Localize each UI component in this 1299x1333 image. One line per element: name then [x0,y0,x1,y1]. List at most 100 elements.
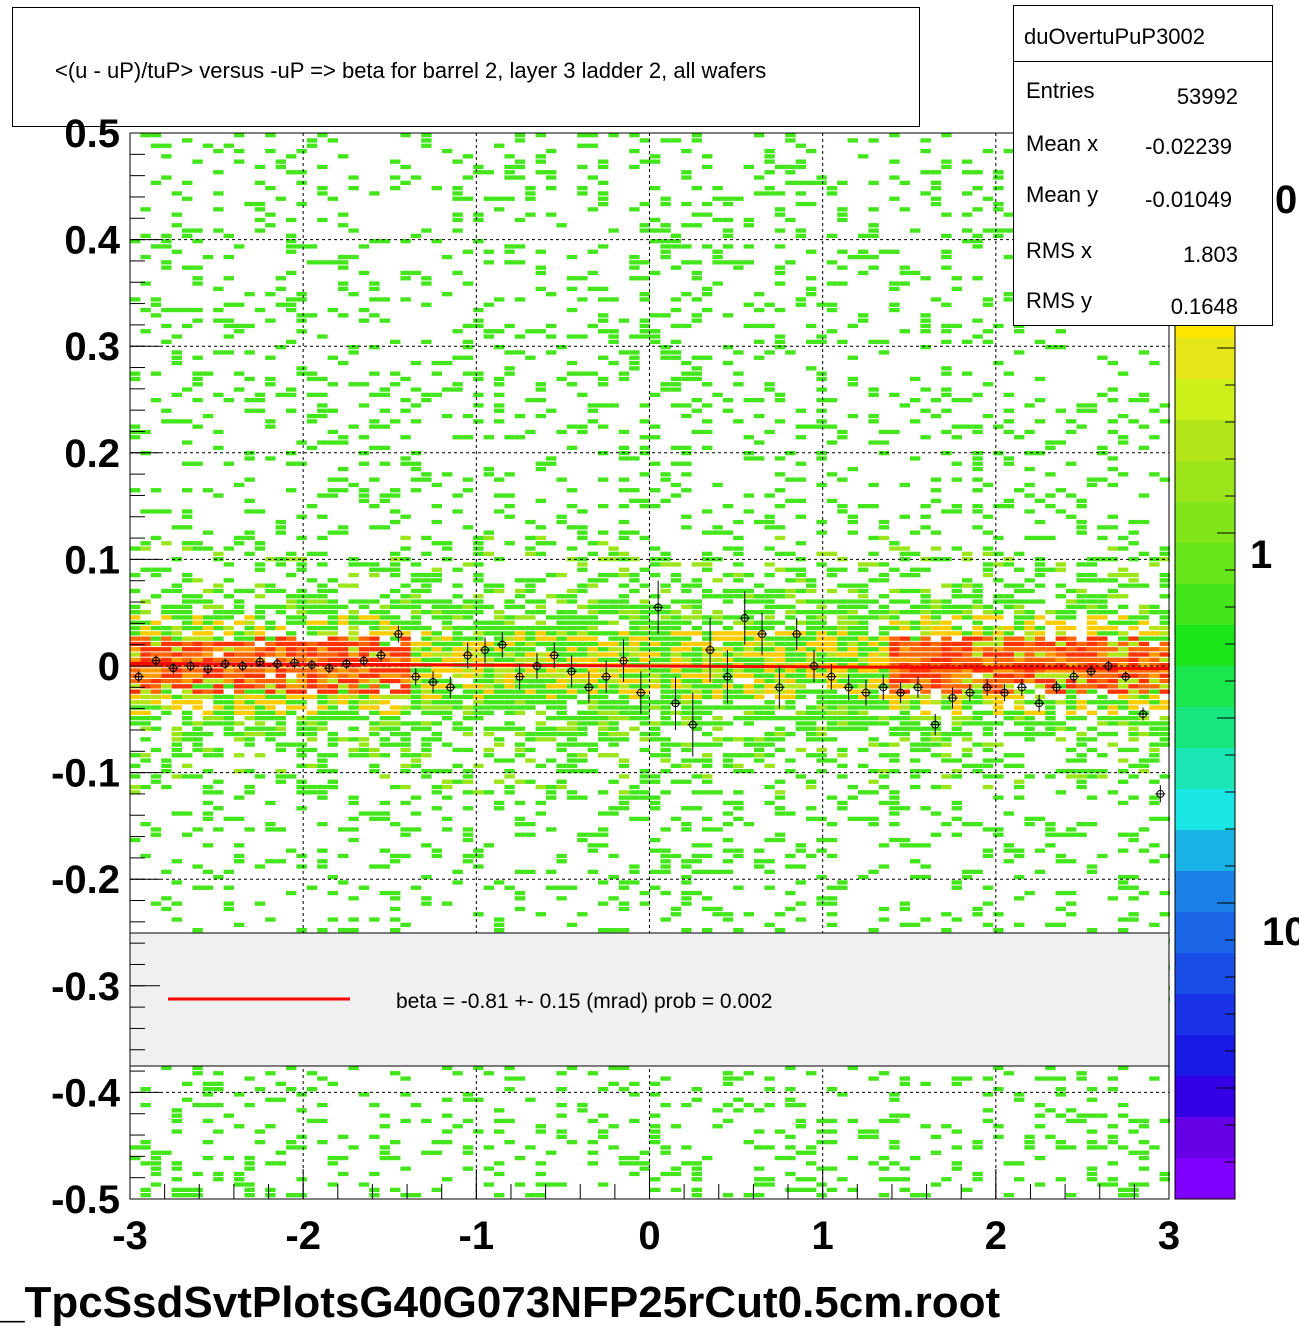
heatmap-cell [858,747,869,753]
heatmap-cell [483,652,494,657]
heatmap-cell [826,694,838,700]
heatmap-cell [275,731,286,737]
heatmap-cell [743,710,754,715]
heatmap-cell [858,678,869,684]
heatmap-cell [629,689,640,694]
heatmap-cell [452,705,463,710]
heatmap-cell [296,567,307,572]
heatmap-cell [244,408,255,413]
heatmap-cell [712,578,723,583]
heatmap-cell [722,763,734,768]
heatmap-cell [483,535,494,541]
heatmap-cell [369,811,380,816]
heatmap-cell [868,822,879,827]
heatmap-cell [889,800,900,806]
heatmap-cell [837,477,848,482]
heatmap-cell [452,631,463,636]
heatmap-cell [889,429,900,435]
heatmap-cell [587,551,598,556]
heatmap-cell [899,281,910,286]
heatmap-cell [878,784,890,790]
heatmap-cell [327,493,338,498]
heatmap-cell [504,1065,515,1071]
heatmap-cell [535,578,546,583]
heatmap-cell [754,710,765,715]
heatmap-cell [889,281,900,286]
heatmap-cell [577,641,588,647]
heatmap-cell [774,631,786,636]
heatmap-cell [806,424,817,429]
heatmap-cell [629,615,640,620]
heatmap-cell [265,318,276,323]
heatmap-cell [286,647,297,652]
heatmap-cell [910,769,921,774]
heatmap-cell [982,700,994,705]
heatmap-cell [327,588,338,594]
heatmap-cell [130,424,141,429]
heatmap-cell [202,254,214,260]
heatmap-cell [327,429,338,435]
heatmap-cell [379,318,390,323]
heatmap-cell [660,710,671,715]
heatmap-cell [140,1187,151,1192]
heatmap-cell [286,307,297,313]
heatmap-cell [930,811,942,816]
heatmap-cell [296,620,307,625]
heatmap-cell [629,726,640,731]
heatmap-cell [1003,599,1014,604]
heatmap-cell [234,816,245,821]
heatmap-cell [754,737,765,742]
heatmap-cell [629,784,640,790]
heatmap-cell [483,668,494,673]
heatmap-cell [265,652,276,657]
heatmap-cell [1045,657,1056,662]
heatmap-cell [910,742,921,747]
heatmap-cell [712,281,723,286]
heatmap-cell [566,594,578,599]
heatmap-cell [494,392,505,397]
heatmap-cell [754,355,765,360]
heatmap-cell [338,525,349,530]
heatmap-cell [806,366,817,371]
heatmap-cell [254,610,266,615]
heatmap-cell [1003,673,1014,678]
heatmap-cell [702,816,713,821]
heatmap-cell [379,890,390,896]
heatmap-cell [598,731,609,737]
heatmap-cell [785,610,796,615]
heatmap-cell [722,689,734,694]
heatmap-cell [972,1177,983,1182]
heatmap-cell [785,133,796,138]
heatmap-cell [743,769,754,774]
heatmap-cell [941,641,952,647]
heatmap-cell [223,885,234,890]
heatmap-cell [525,758,536,763]
heatmap-cell [837,774,848,779]
heatmap-cell [681,599,692,604]
heatmap-cell [514,334,526,339]
heatmap-cell [483,170,494,175]
heatmap-cell [369,700,380,705]
heatmap-cell [317,822,328,827]
heatmap-cell [868,180,879,185]
heatmap-cell [764,615,775,620]
heatmap-cell [889,694,900,700]
heatmap-cell [847,710,858,715]
heatmap-cell [618,795,630,800]
heatmap-cell [702,731,713,737]
heatmap-cell [577,631,588,636]
heatmap-cell [1014,652,1025,657]
heatmap-cell [826,1118,838,1124]
heatmap-cell [192,731,203,737]
heatmap-cell [920,700,931,705]
heatmap-cell [140,753,151,758]
heatmap-cell [785,350,796,355]
heatmap-cell [764,562,775,567]
heatmap-cell [244,1182,255,1187]
heatmap-cell [327,610,338,615]
heatmap-cell [733,753,744,758]
heatmap-cell [296,700,307,705]
heatmap-cell [889,742,900,747]
heatmap-cell [1003,297,1014,302]
heatmap-cell [390,731,401,737]
